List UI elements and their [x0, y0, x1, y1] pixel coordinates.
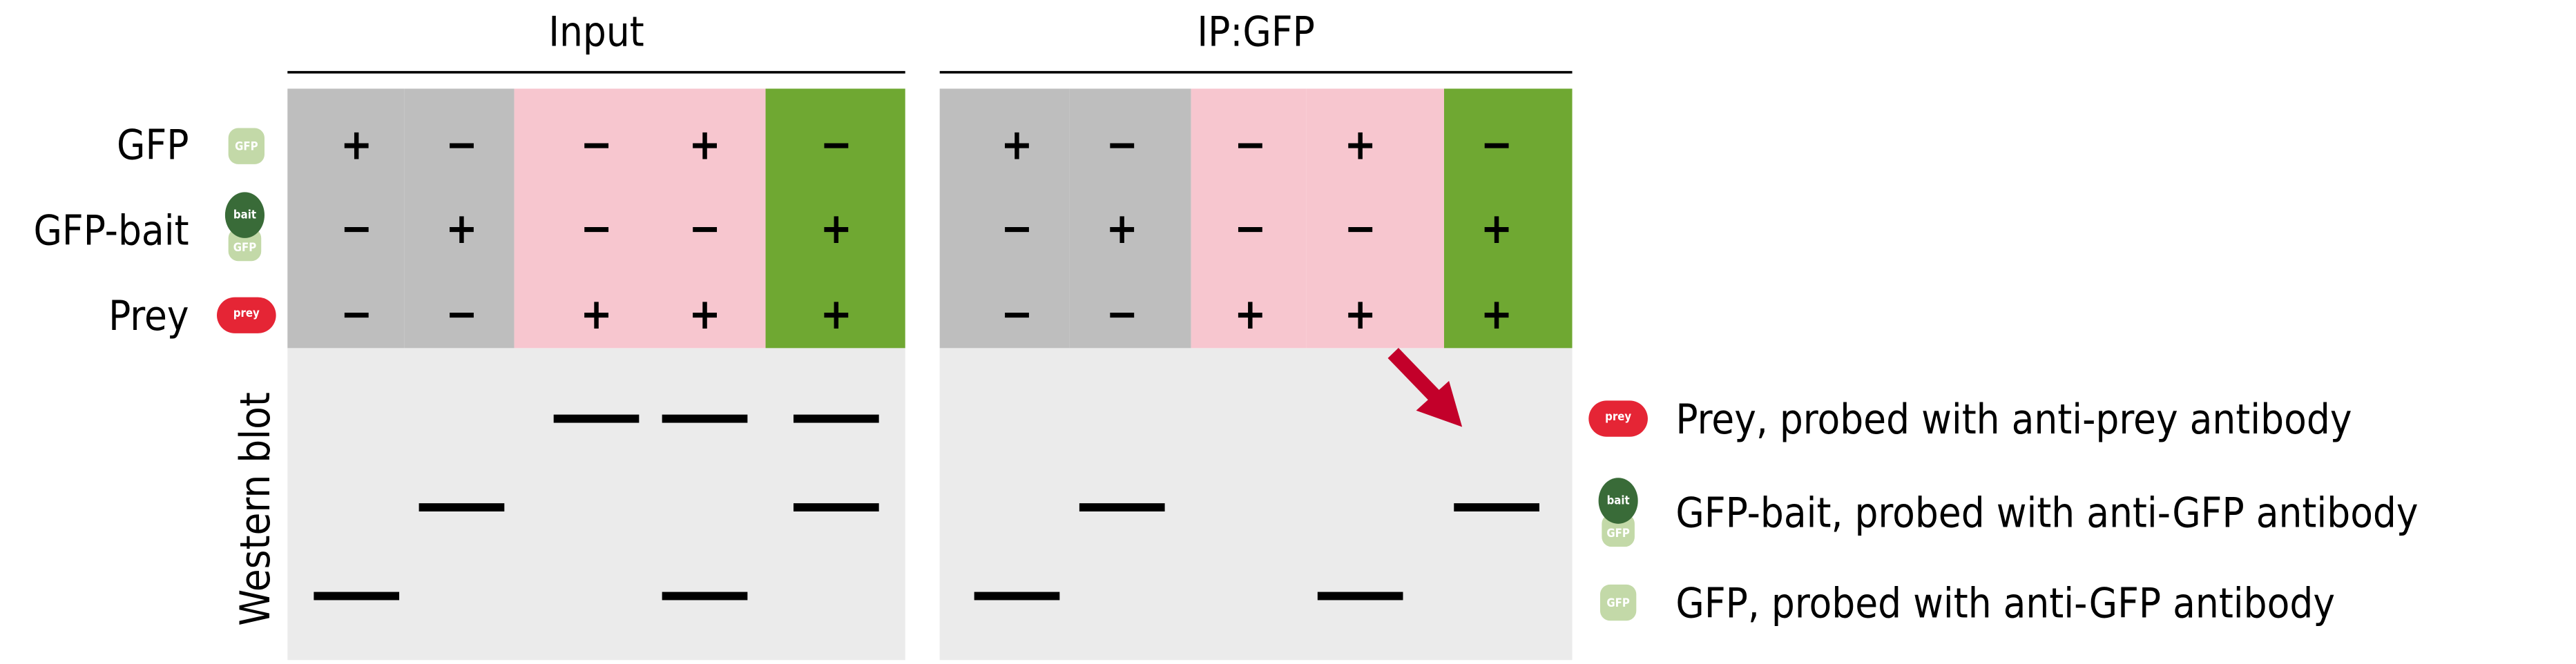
panel-input: Input + − − − + − − − + + − + − + + — [287, 9, 905, 661]
gfp-icon: GFP — [228, 128, 265, 164]
sign-prey: + — [820, 289, 853, 339]
sign-gfp: − — [1481, 120, 1513, 170]
sign-prey: − — [1001, 289, 1033, 339]
panels: Input + − − − + − − − + + − + − + + IP:GFP + − − − + − − − + + − + − +… — [287, 9, 1573, 661]
band-gfp — [1317, 592, 1403, 600]
lane-4-condition-bg — [651, 88, 766, 349]
bait-icon: GFP bait — [1598, 478, 1638, 547]
sign-prey: + — [689, 289, 721, 339]
band-prey — [553, 414, 640, 423]
band-gfp-bait — [1454, 503, 1539, 512]
svg-text:GFP: GFP — [233, 241, 257, 254]
sign-prey: + — [1481, 289, 1513, 339]
sign-gfp: − — [1106, 120, 1138, 170]
band-gfp — [974, 592, 1060, 600]
legend-item-bait: GFP bait GFP-bait, probed with anti-GFP an… — [1598, 478, 2419, 547]
svg-text:GFP: GFP — [1606, 527, 1630, 540]
svg-text:bait: bait — [1607, 494, 1630, 507]
band-gfp — [314, 592, 400, 600]
sign-gfp: + — [1001, 120, 1033, 170]
panel-title: IP:GFP — [1197, 9, 1315, 57]
row-icons: GFP GFP bait prey — [217, 128, 276, 333]
sign-gfp: + — [1344, 120, 1376, 170]
svg-text:bait: bait — [233, 208, 256, 221]
sign-gfp-bait: + — [1481, 204, 1513, 253]
sign-prey: − — [445, 289, 478, 339]
lane-4-condition-bg — [1306, 88, 1444, 349]
sign-prey: + — [1344, 289, 1376, 339]
legend-text: GFP, probed with anti-GFP antibody — [1675, 580, 2335, 627]
legend: prey Prey, probed with anti-prey antibody… — [1588, 396, 2419, 627]
lane-1-condition-bg — [939, 88, 1070, 349]
sign-gfp: − — [445, 120, 478, 170]
row-label-gfp-bait: GFP-bait — [33, 207, 189, 255]
lane-2-condition-bg — [404, 88, 515, 349]
band-gfp — [662, 592, 748, 600]
sign-prey: + — [580, 289, 613, 339]
svg-text:GFP: GFP — [235, 140, 258, 153]
lane-2-condition-bg — [1069, 88, 1191, 349]
sign-gfp: − — [580, 120, 613, 170]
lane-1-condition-bg — [287, 88, 405, 349]
lane-3-condition-bg — [514, 88, 651, 349]
sign-gfp-bait: − — [1001, 204, 1033, 253]
prey-icon: prey — [1588, 400, 1648, 437]
sign-gfp-bait: − — [1234, 204, 1267, 253]
sign-gfp-bait: + — [820, 204, 853, 253]
row-label-gfp: GFP — [117, 122, 189, 170]
band-gfp-bait — [793, 503, 879, 512]
arrow-icon — [1387, 348, 1463, 427]
lane-5-condition-bg — [765, 88, 905, 349]
legend-text: GFP-bait, probed with anti-GFP antibody — [1675, 490, 2418, 538]
sign-prey: + — [1234, 289, 1267, 339]
prey-icon: prey — [217, 297, 276, 333]
band-gfp-bait — [419, 503, 505, 512]
svg-text:prey: prey — [233, 306, 260, 320]
sign-prey: − — [1106, 289, 1138, 339]
row-labels: GFP GFP-bait Prey — [33, 122, 189, 340]
lane-5-condition-bg — [1443, 88, 1573, 349]
lane-3-condition-bg — [1191, 88, 1307, 349]
sign-gfp: − — [1234, 120, 1267, 170]
band-prey — [793, 414, 879, 423]
sign-gfp: + — [340, 120, 373, 170]
sign-prey: − — [340, 289, 373, 339]
gfp-icon: GFP — [1599, 584, 1637, 621]
row-label-prey: Prey — [108, 293, 189, 340]
sign-gfp-bait: − — [1344, 204, 1376, 253]
legend-item-gfp: GFP GFP, probed with anti-GFP antibody — [1599, 580, 2335, 627]
sign-gfp-bait: − — [340, 204, 373, 253]
panel-title: Input — [548, 9, 644, 57]
legend-item-prey: prey Prey, probed with anti-prey antibody — [1588, 396, 2352, 444]
bait-icon: GFP bait — [224, 192, 265, 262]
sign-gfp: − — [820, 120, 853, 170]
svg-text:GFP: GFP — [1606, 596, 1630, 609]
sign-gfp-bait: + — [1106, 204, 1138, 253]
western-blot-label: Western blot — [232, 392, 280, 626]
sign-gfp-bait: − — [580, 204, 613, 253]
sign-gfp-bait: − — [689, 204, 721, 253]
panel-ip-gfp: IP:GFP + − − − + − − − + + − + − + + — [939, 9, 1573, 661]
svg-text:prey: prey — [1605, 410, 1631, 423]
legend-text: Prey, probed with anti-prey antibody — [1675, 396, 2352, 444]
band-prey — [662, 414, 748, 423]
sign-gfp: + — [689, 120, 721, 170]
sign-gfp-bait: + — [445, 204, 478, 253]
band-gfp-bait — [1079, 503, 1165, 512]
